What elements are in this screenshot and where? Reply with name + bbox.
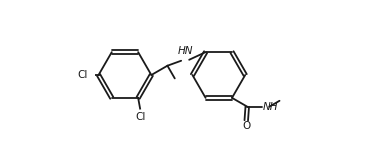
Text: O: O [242, 121, 250, 131]
Text: NH: NH [263, 102, 278, 112]
Text: HN: HN [178, 46, 193, 56]
Text: Cl: Cl [135, 112, 145, 122]
Text: Cl: Cl [77, 70, 87, 80]
